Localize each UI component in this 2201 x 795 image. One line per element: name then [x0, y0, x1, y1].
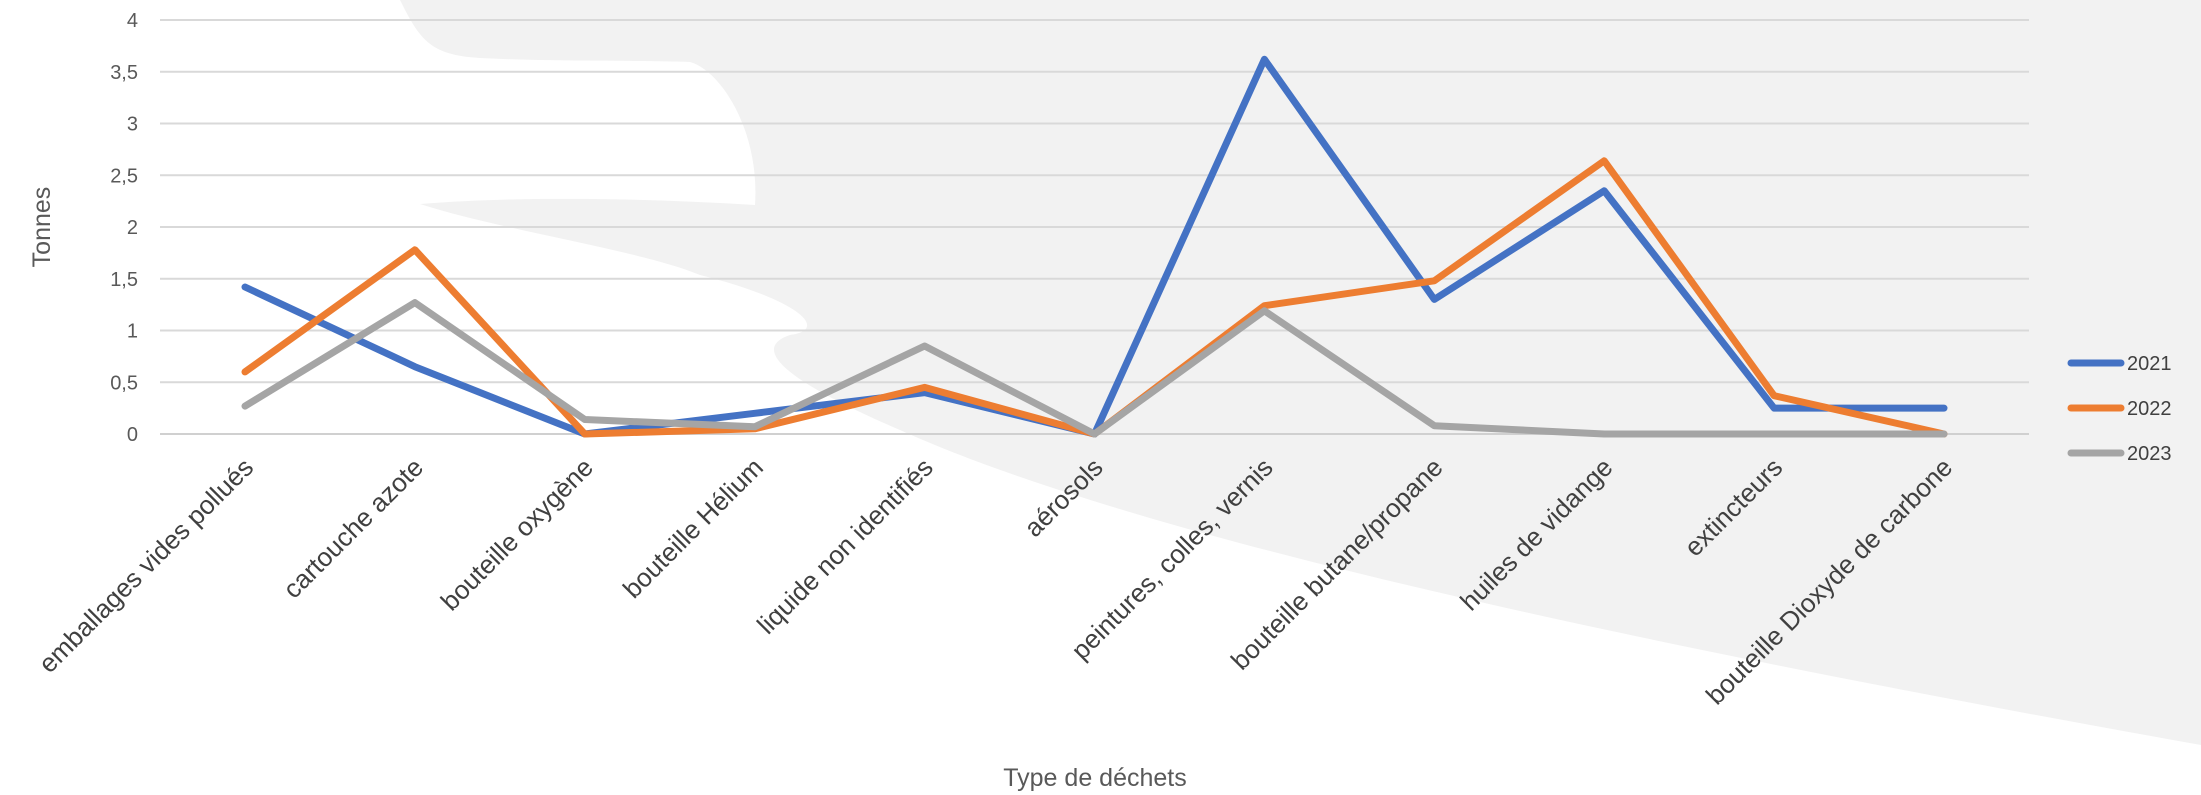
y-tick-label: 0,5 [110, 372, 138, 394]
legend-label: 2023 [2127, 443, 2172, 465]
y-tick-label: 3 [127, 114, 138, 136]
legend: 2021 2022 2023 [2067, 353, 2172, 465]
background-swoosh [400, 0, 2201, 745]
y-axis-ticks: 0 0,5 1 1,5 2 2,5 3 3,5 4 [110, 10, 138, 446]
y-tick-label: 2,5 [110, 165, 138, 187]
y-tick-label: 0 [127, 424, 138, 446]
y-tick-label: 4 [127, 10, 138, 32]
x-axis-title: Type de déchets [1003, 764, 1186, 792]
series-lines [241, 55, 1948, 438]
y-axis-title: Tonnes [28, 187, 56, 268]
legend-label: 2021 [2127, 353, 2172, 375]
y-tick-label: 1,5 [110, 269, 138, 291]
y-tick-label: 1 [127, 321, 138, 343]
legend-label: 2022 [2127, 398, 2172, 420]
y-tick-label: 2 [127, 217, 138, 239]
series-line-2023 [241, 299, 1948, 438]
y-tick-label: 3,5 [110, 62, 138, 84]
